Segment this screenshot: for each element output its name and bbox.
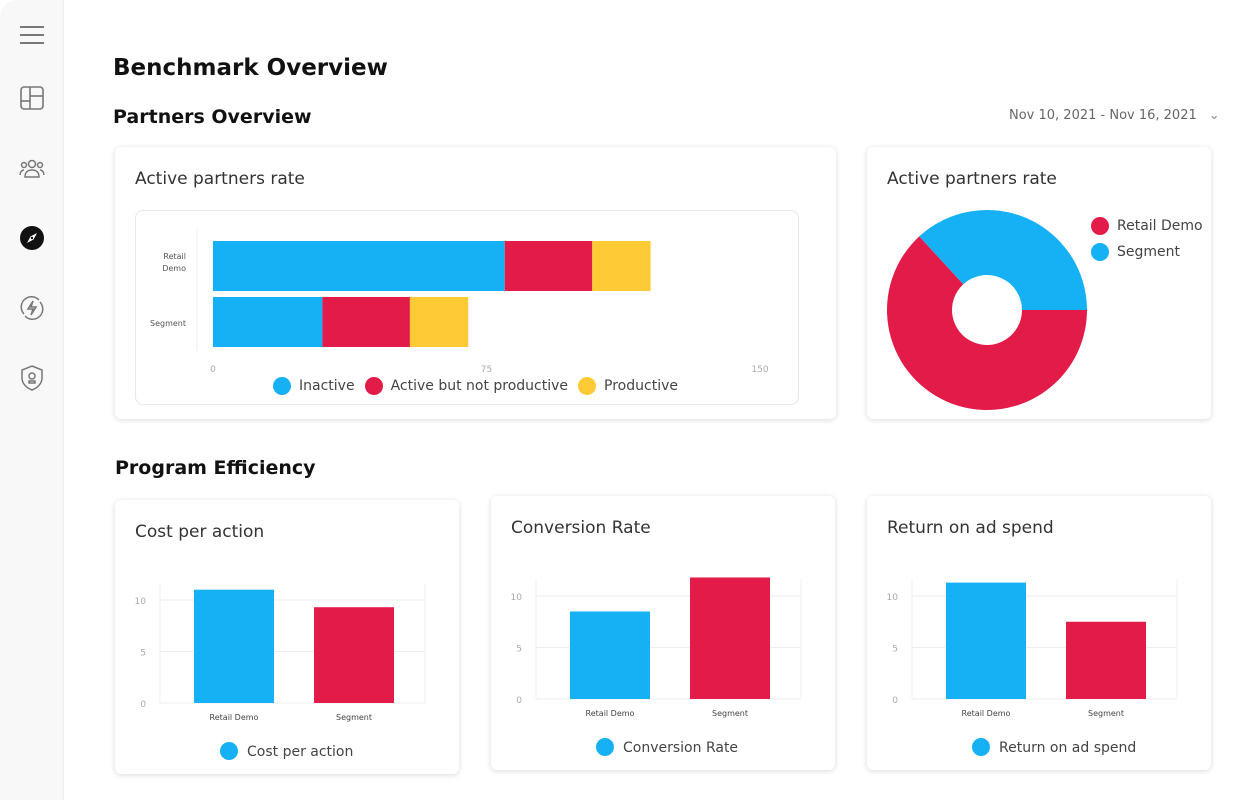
y-tick-label: 0 (140, 700, 146, 710)
legend-swatch (1091, 243, 1109, 261)
donut-chart (887, 210, 1087, 410)
automation-icon[interactable] (17, 293, 47, 323)
conversion-rate-card: Conversion Rate 0 5 10 Retail Demo Segment Co… (491, 496, 835, 770)
date-range-picker[interactable]: Nov 10, 2021 - Nov 16, 2021 ⌄ (1009, 108, 1220, 123)
legend-label: Segment (1117, 244, 1180, 260)
page-title: Benchmark Overview (113, 55, 388, 81)
date-range-value: Nov 10, 2021 - Nov 16, 2021 (1009, 108, 1197, 123)
y-tick-label: Retail Demo (162, 252, 186, 273)
legend-label: Conversion Rate (623, 740, 738, 756)
y-tick-label: 5 (140, 649, 146, 659)
legend-label: Retail Demo (1117, 218, 1203, 234)
legend-swatch (972, 738, 990, 756)
y-tick-label: 10 (511, 593, 523, 603)
bar-segment (690, 577, 770, 699)
x-tick-label: Segment (336, 713, 372, 722)
y-tick-label: 0 (516, 696, 522, 706)
bar-active-but-not-productive (322, 297, 410, 347)
y-tick-label: 5 (892, 645, 898, 655)
cost-per-action-card: Cost per action 0 5 10 Retail Demo Segment Co… (115, 500, 459, 774)
legend-label: Active but not productive (390, 378, 569, 394)
partners-icon[interactable] (17, 153, 47, 183)
x-tick-label: Retail Demo (962, 709, 1011, 718)
bar-productive (409, 297, 469, 347)
x-tick-label: Retail Demo (586, 709, 635, 718)
bar-inactive (213, 297, 323, 347)
compass-icon[interactable] (17, 223, 47, 253)
section-title-efficiency: Program Efficiency (115, 457, 316, 479)
bar-productive (592, 241, 651, 291)
cost-per-action-chart: 0 5 10 Retail Demo Segment Cost per action (135, 583, 426, 760)
y-tick-label: Segment (150, 319, 186, 328)
card-title: Return on ad spend (887, 518, 1054, 538)
conversion-rate-chart: 0 5 10 Retail Demo Segment Conversion Rate (511, 577, 802, 756)
bar-retail-demo (570, 611, 650, 699)
legend-item[interactable]: Productive (578, 377, 678, 395)
bar-retail-demo (194, 589, 274, 703)
donut-slice-segment (919, 210, 1087, 310)
security-icon[interactable] (17, 363, 47, 393)
x-tick-label: Segment (712, 709, 748, 718)
x-tick-label: 150 (751, 365, 768, 375)
legend-label: Productive (604, 378, 678, 394)
sidebar (0, 0, 64, 800)
donut-legend: Retail Demo Segment (1091, 213, 1203, 265)
card-title: Active partners rate (887, 169, 1057, 189)
return-on-ad-spend-chart: 0 5 10 Retail Demo Segment Return on ad spend (887, 579, 1178, 756)
return-on-ad-spend-card: Return on ad spend 0 5 10 Retail Demo Segmen… (867, 496, 1211, 770)
y-tick-label: 0 (892, 696, 898, 706)
legend-item[interactable]: Retail Demo (1091, 213, 1203, 239)
active-partners-bar-card: Active partners rate Retail Demo Segment 0 7… (115, 147, 836, 419)
section-title-partners: Partners Overview (113, 106, 312, 128)
stacked-bar-chart: Retail Demo Segment 0 75 150 (150, 229, 769, 375)
bar-inactive (213, 241, 505, 291)
y-tick-label: 10 (135, 597, 147, 607)
card-title: Cost per action (135, 522, 265, 542)
y-tick-label: 10 (887, 593, 899, 603)
legend-label: Inactive (299, 378, 355, 394)
donut-slice-retail-demo (887, 236, 1087, 410)
card-title: Conversion Rate (511, 518, 651, 538)
card-title: Active partners rate (135, 169, 305, 189)
menu-icon[interactable] (17, 20, 47, 50)
bar-segment (1066, 621, 1146, 699)
chart-legend: Inactive Active but not productive Product… (273, 377, 678, 395)
bar-retail-demo (946, 582, 1026, 699)
y-tick-label: 5 (516, 645, 522, 655)
legend-item[interactable]: Inactive (273, 377, 355, 395)
chevron-down-icon: ⌄ (1208, 108, 1220, 123)
legend-label: Return on ad spend (999, 740, 1136, 756)
x-tick-label: 0 (210, 365, 216, 375)
legend-swatch (220, 742, 238, 760)
legend-swatch (273, 377, 291, 395)
legend-swatch (596, 738, 614, 756)
legend-swatch (578, 377, 597, 395)
bar-segment (314, 607, 394, 703)
legend-item[interactable]: Segment (1091, 239, 1203, 265)
x-tick-label: 75 (481, 365, 492, 375)
legend-swatch (364, 377, 383, 395)
legend-label: Cost per action (247, 744, 353, 760)
dashboard-icon[interactable] (17, 83, 47, 113)
x-tick-label: Segment (1088, 709, 1124, 718)
bar-active-but-not-productive (504, 241, 593, 291)
legend-swatch (1091, 217, 1109, 235)
x-tick-label: Retail Demo (210, 713, 259, 722)
chart-frame: Retail Demo Segment 0 75 150 (135, 210, 799, 405)
legend-item[interactable]: Active but not productive (364, 377, 569, 395)
active-partners-donut-card: Active partners rate Retail Demo Segment (867, 147, 1211, 419)
